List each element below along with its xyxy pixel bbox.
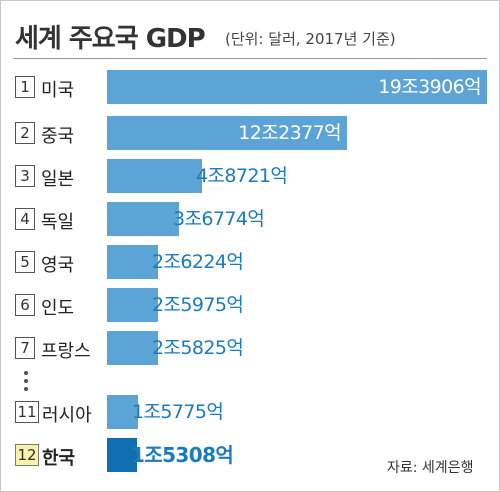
rank-badge: 12 — [15, 444, 39, 466]
bar — [107, 438, 137, 472]
unit-note: (단위: 달러, 2017년 기준) — [225, 30, 396, 48]
bar — [107, 202, 179, 236]
category-label: 러시아 — [42, 405, 92, 426]
value-label: 19조3906억 — [378, 76, 481, 98]
rank-badge: 2 — [15, 122, 35, 144]
value-label: 4조8721억 — [196, 165, 288, 187]
rank-badge: 7 — [15, 337, 35, 359]
rank-badge: 5 — [15, 251, 35, 273]
rank-badge: 4 — [15, 208, 35, 230]
value-label: 1조5308억 — [131, 443, 234, 467]
rank-badge: 11 — [15, 401, 39, 423]
source-note: 자료: 세계은행 — [387, 460, 474, 476]
value-label: 12조2377억 — [238, 122, 341, 144]
bar — [107, 245, 158, 279]
category-label: 독일 — [41, 212, 75, 233]
bar — [107, 70, 487, 104]
rank-badge: 3 — [15, 165, 35, 187]
title-divider — [13, 58, 487, 59]
bar — [107, 395, 138, 429]
category-label: 중국 — [41, 126, 75, 147]
category-label: 영국 — [41, 255, 75, 276]
category-label: 일본 — [41, 169, 75, 190]
value-label: 3조6774억 — [173, 208, 265, 230]
bar — [107, 331, 158, 365]
category-label: 한국 — [42, 448, 76, 469]
bar — [107, 116, 347, 150]
category-label: 미국 — [41, 80, 75, 101]
bar — [107, 159, 202, 193]
omitted-ranks-ellipsis — [24, 371, 28, 395]
rank-badge: 6 — [15, 294, 35, 316]
category-label: 프랑스 — [41, 341, 91, 362]
ellipsis-dot — [24, 387, 28, 391]
ellipsis-dot — [24, 379, 28, 383]
value-label: 2조6224억 — [152, 251, 244, 273]
bar — [107, 288, 158, 322]
ellipsis-dot — [24, 371, 28, 375]
rank-badge: 1 — [15, 76, 35, 98]
value-label: 2조5825억 — [152, 337, 244, 359]
value-label: 1조5775억 — [132, 401, 224, 423]
chart-title: 세계 주요국 GDP — [15, 24, 206, 54]
value-label: 2조5975억 — [152, 294, 244, 316]
category-label: 인도 — [41, 298, 75, 319]
